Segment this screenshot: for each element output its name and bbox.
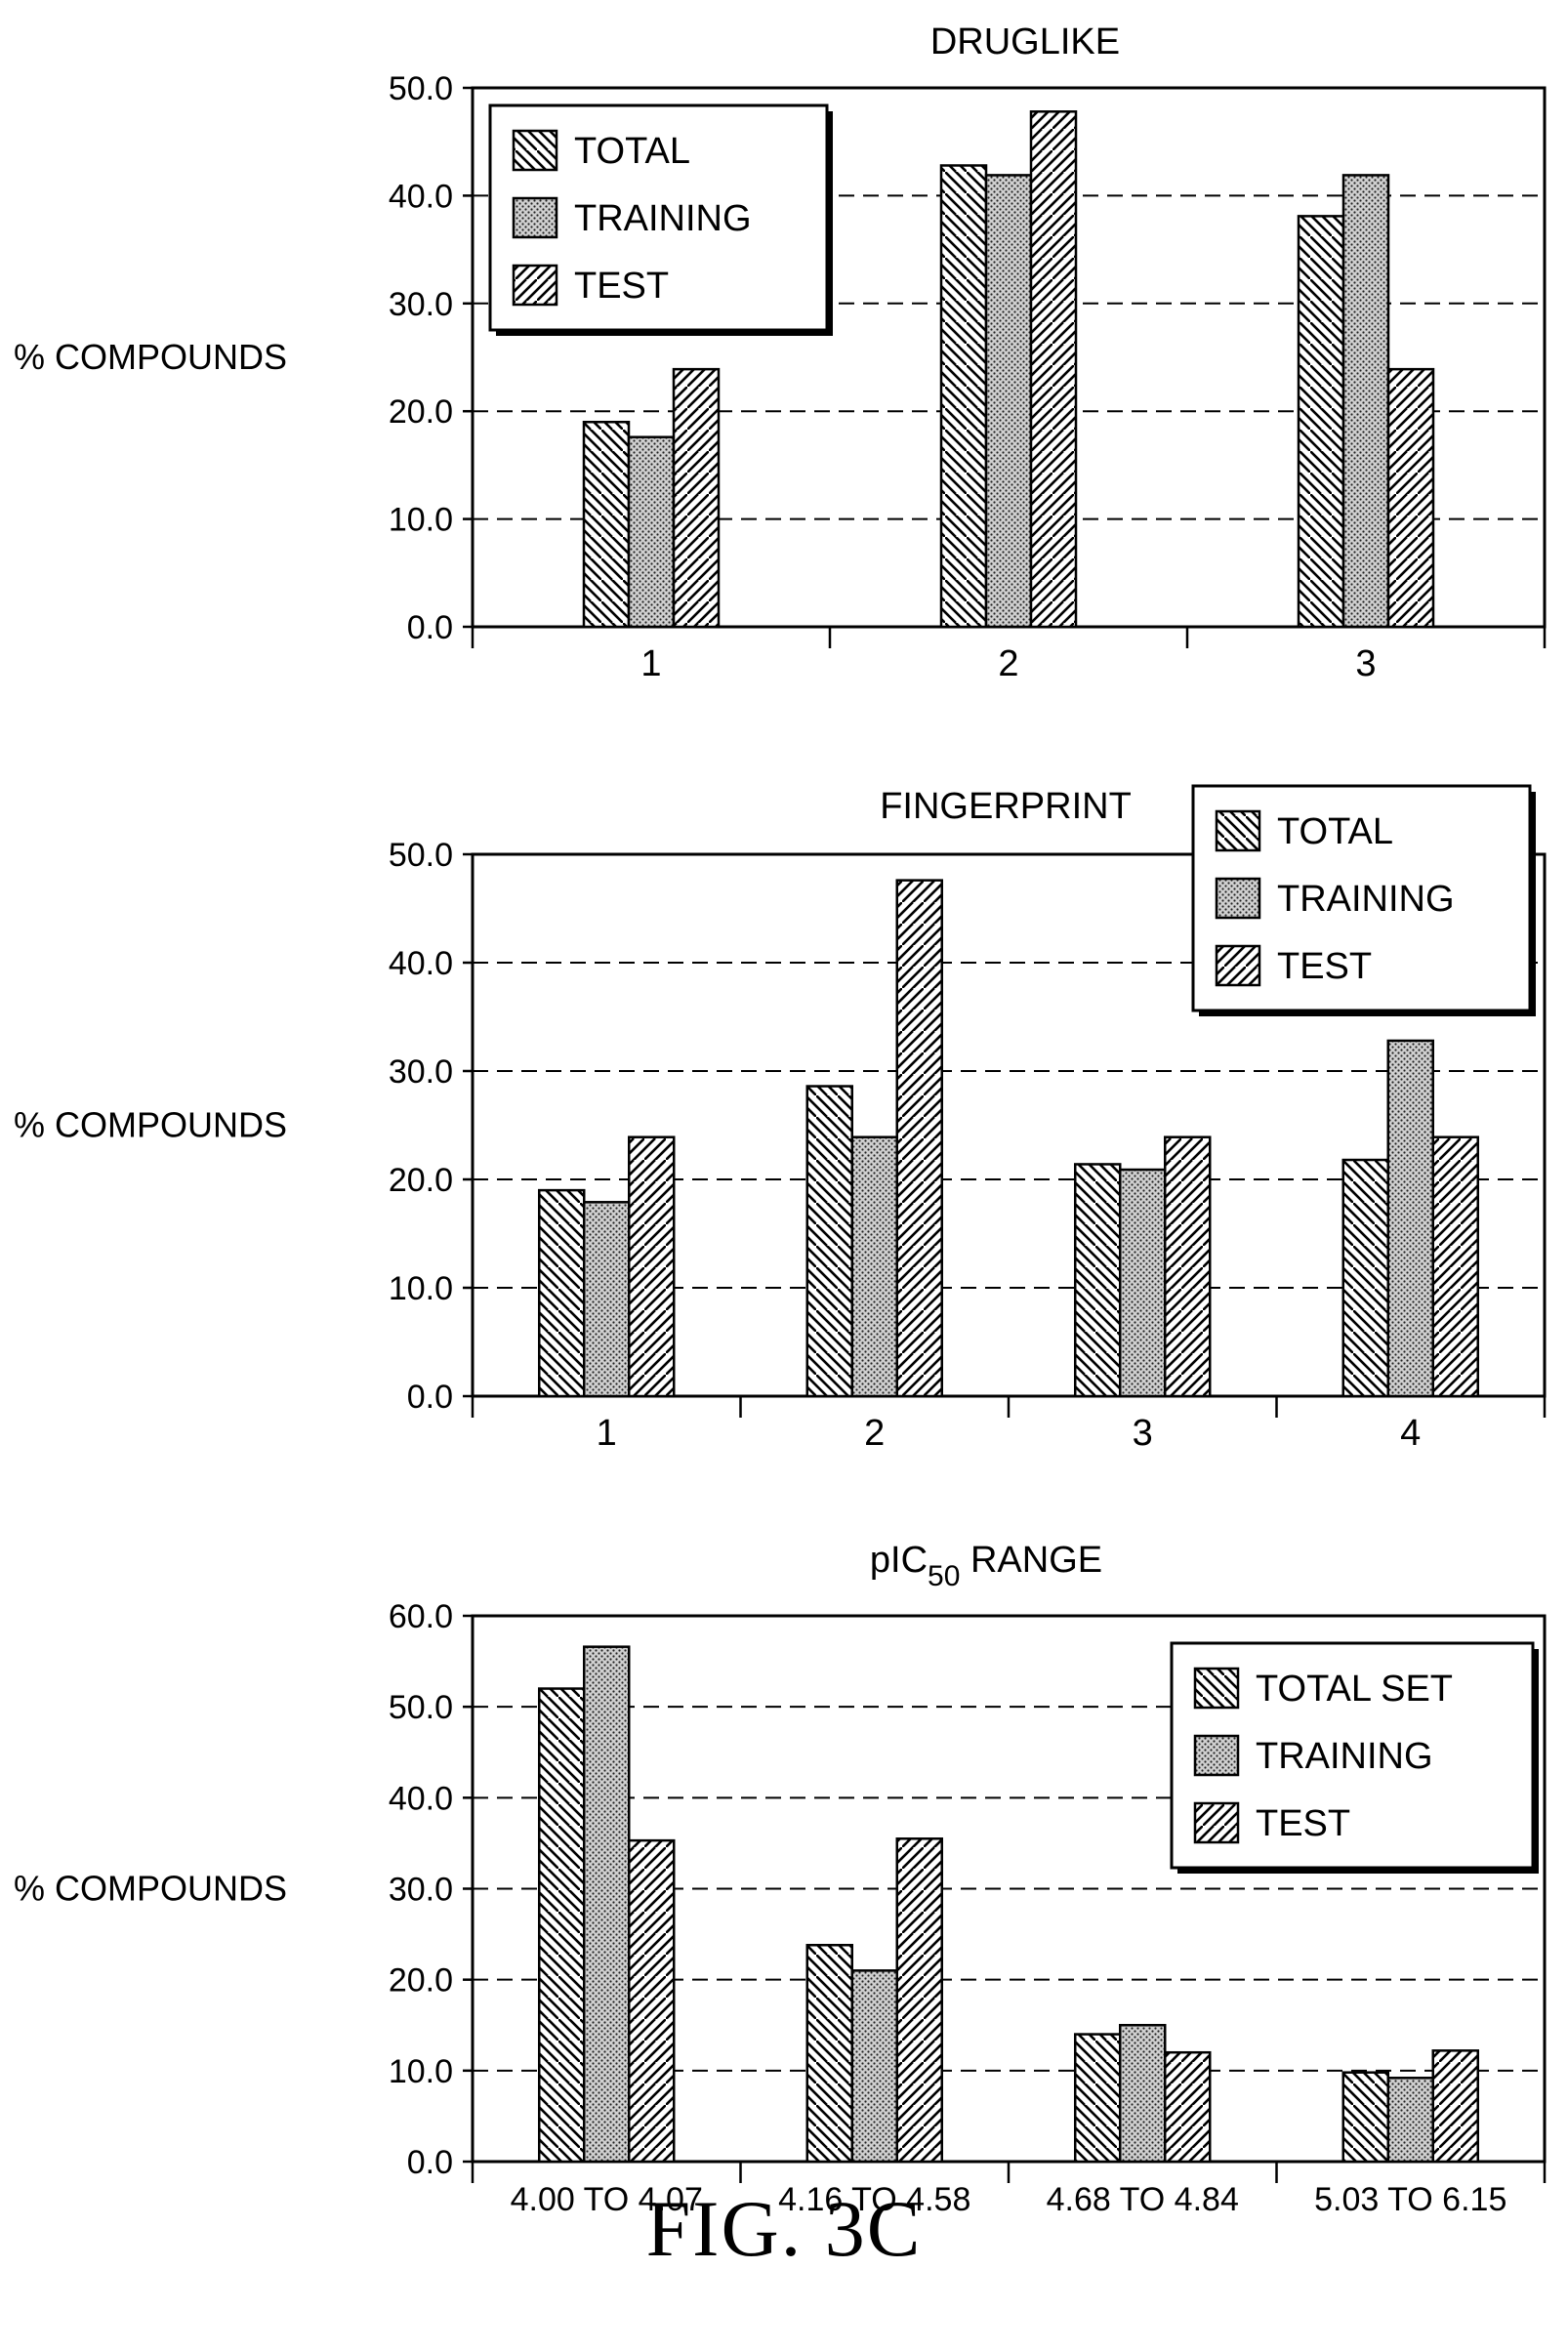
y-tick-label: 10.0 [389,1270,453,1307]
bar-test [1431,1135,1479,1398]
legend-label: TOTAL [574,131,690,172]
bar-test [895,879,943,1398]
y-tick-label: 30.0 [389,286,453,323]
bar-test [1386,367,1435,629]
x-tick-label: 4.00 TO 4.07 [511,2181,703,2218]
bar-training [1386,2077,1434,2164]
y-tick-label: 0.0 [407,609,453,646]
bar-training [850,1135,898,1398]
bar-test [1164,2050,1212,2164]
legend-label: TRAINING [1256,1736,1433,1777]
x-tick-label: 3 [1133,1413,1153,1454]
y-tick-label: 0.0 [407,2144,453,2181]
bar-total [1297,215,1345,629]
bar-total [538,1188,586,1398]
bar-training [1341,174,1390,629]
y-axis-label: % COMPOUNDS [14,1105,287,1145]
y-tick-label: 10.0 [389,2053,453,2090]
bar-test [1164,1135,1212,1398]
legend-swatch [512,264,558,307]
y-tick-label: 50.0 [389,70,453,107]
y-tick-label: 0.0 [407,1379,453,1416]
bar-training [1386,1039,1434,1398]
legend-label: TEST [1256,1803,1350,1844]
bar-total [1341,1158,1389,1398]
bar-total-set [1341,2071,1389,2164]
figure-caption: FIG. 3C [645,2184,923,2273]
legend-swatch [1215,809,1261,852]
bar-test [672,367,721,629]
y-tick-label: 20.0 [389,1962,453,2000]
y-axis-label: % COMPOUNDS [14,1869,287,1909]
pic50-range-chart: 0.0 10.0 20.0 30.0 40.0 50.0 60.0 4.00 TO 4.07 4… [14,1540,1547,2218]
y-tick-label: 40.0 [389,1780,453,1817]
chart-title: pIC50 RANGE [870,1540,1102,1592]
bar-training [627,435,676,629]
legend-label: TRAINING [574,198,752,239]
y-tick-label: 50.0 [389,1689,453,1726]
bar-total-set [538,1687,586,2164]
x-tick-label: 3 [1355,643,1376,684]
bar-test [628,1135,676,1398]
bar-total-set [805,1944,853,2164]
bar-training [583,1645,631,2164]
bar-test [1029,110,1078,629]
bar-training [850,1969,898,2164]
y-tick-label: 30.0 [389,1872,453,1909]
bar-training [583,1201,631,1398]
legend-label: TEST [574,266,669,307]
x-tick-label: 4.68 TO 4.84 [1047,2181,1239,2218]
x-tick-label: 1 [640,643,661,684]
bar-total [805,1085,853,1398]
bar-test [895,1837,943,2164]
legend-swatch [512,129,558,172]
y-axis-label: % COMPOUNDS [14,337,287,377]
legend: TOTAL TRAINING TEST [1191,784,1536,1016]
x-tick-label: 4.16 TO 4.58 [778,2181,970,2218]
legend: TOTAL TRAINING TEST [488,103,833,336]
chart-title: FINGERPRINT [880,786,1132,827]
legend-label: TRAINING [1277,879,1455,920]
bar-total [939,164,988,629]
x-tick-label: 2 [864,1413,885,1454]
legend-label: TOTAL SET [1256,1669,1453,1710]
y-tick-label: 60.0 [389,1598,453,1635]
legend-label: TOTAL [1277,811,1393,852]
legend-swatch [1193,1801,1240,1844]
bar-total [1074,1163,1122,1398]
bar-total [582,420,631,629]
legend-swatch [1215,944,1261,987]
bar-training [1119,2024,1167,2164]
legend-swatch [1215,877,1261,920]
y-tick-label: 40.0 [389,945,453,982]
y-tick-label: 10.0 [389,502,453,539]
legend-swatch [1193,1734,1240,1777]
bar-training [984,174,1033,629]
bar-test [628,1838,676,2164]
y-tick-label: 20.0 [389,393,453,431]
legend-label: TEST [1277,946,1372,987]
fingerprint-chart: 0.0 10.0 20.0 30.0 40.0 50.0 1 2 3 4 FINGERPRINT % … [14,784,1547,1454]
legend-swatch [512,196,558,239]
y-tick-label: 30.0 [389,1053,453,1091]
x-tick-label: 4 [1400,1413,1421,1454]
bar-total-set [1074,2033,1122,2164]
y-tick-label: 50.0 [389,837,453,874]
y-tick-label: 40.0 [389,178,453,215]
bar-training [1119,1168,1167,1398]
druglike-chart: 0.0 10.0 20.0 30.0 40.0 50.0 1 2 3 DRUGLIKE % COMP… [14,21,1547,684]
legend: TOTAL SET TRAINING TEST [1170,1641,1539,1874]
x-tick-label: 2 [998,643,1018,684]
y-tick-label: 20.0 [389,1162,453,1199]
x-tick-label: 1 [597,1413,617,1454]
bar-test [1431,2049,1479,2164]
legend-swatch [1193,1667,1240,1710]
chart-title: DRUGLIKE [930,21,1120,62]
x-tick-label: 5.03 TO 6.15 [1314,2181,1506,2218]
